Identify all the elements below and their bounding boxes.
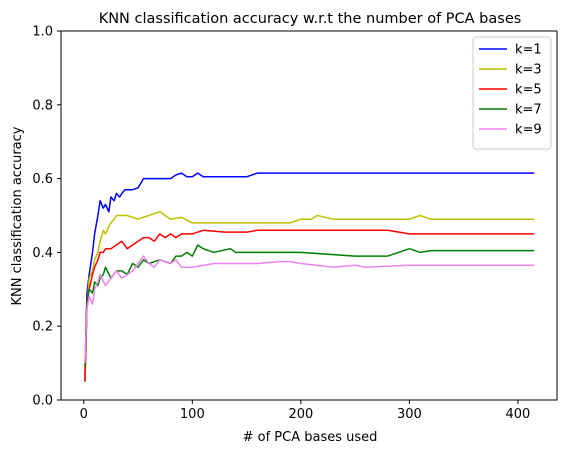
y-axis: 0.0 0.2 0.4 0.6 0.8 1.0 [32,25,61,409]
x-tick-label: 300 [397,407,422,422]
y-tick-label: 0.2 [32,320,53,335]
legend-label: k=3 [515,63,542,78]
chart-title: KNN classification accuracy w.r.t the nu… [99,11,522,27]
legend-label: k=7 [515,103,542,118]
x-axis: 0 100 200 300 400 [80,400,531,422]
x-tick-label: 200 [288,407,313,422]
legend-label: k=1 [515,43,542,58]
y-tick-label: 0.4 [32,246,53,261]
legend-label: k=5 [515,83,542,98]
x-tick-label: 400 [506,407,531,422]
y-tick-label: 0.6 [32,172,53,187]
series-line-k3 [84,211,535,382]
legend-label: k=9 [515,123,542,138]
x-tick-label: 100 [180,407,205,422]
legend-box [472,36,552,150]
series-line-k1 [84,172,535,382]
series-line-k9 [84,255,535,364]
y-axis-title: KNN classification accuracy [10,126,25,305]
series-line-k5 [84,229,535,382]
x-axis-title: # of PCA bases used [243,430,378,445]
series-lines [84,172,535,382]
y-tick-label: 1.0 [32,25,53,40]
x-tick-label: 0 [80,407,88,422]
y-tick-label: 0.8 [32,98,53,113]
y-tick-label: 0.0 [32,394,53,409]
legend: k=1 k=3 k=5 k=7 k=9 [472,36,552,150]
